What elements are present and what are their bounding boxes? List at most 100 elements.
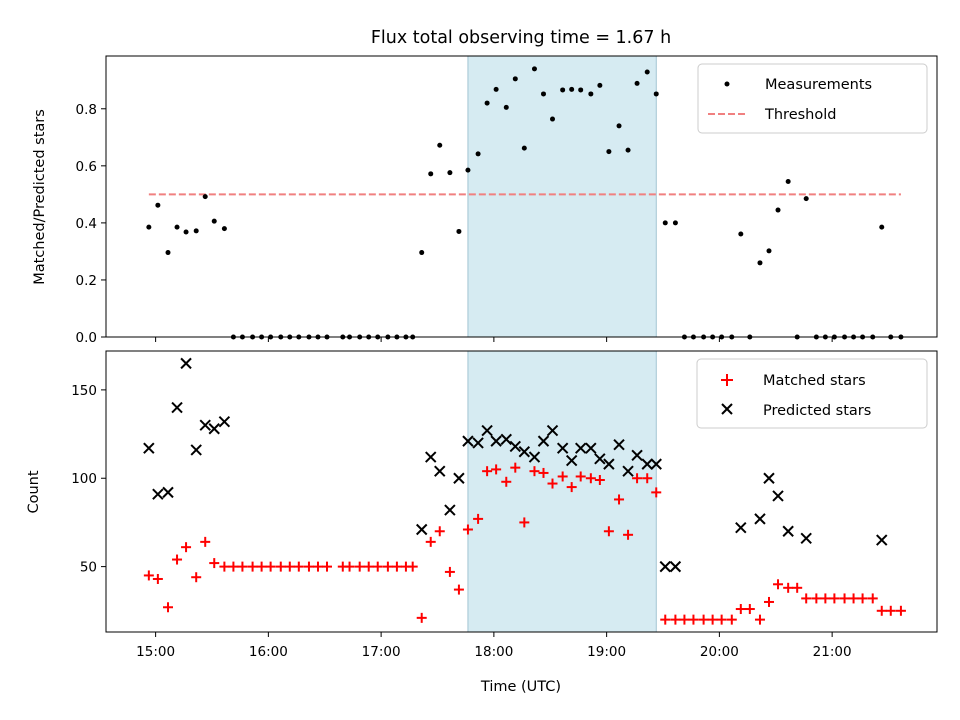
- top-y-axis: 0.0 0.2 0.4 0.6 0.8: [76, 102, 106, 346]
- measurement-point: [588, 91, 594, 97]
- measurement-point: [146, 224, 152, 230]
- matched-star-point: [867, 593, 878, 604]
- top-y-axis-label: Matched/Predicted stars: [32, 109, 48, 285]
- measurement-point: [202, 194, 208, 200]
- measurement-point: [879, 224, 885, 230]
- matched-star-point: [670, 614, 681, 625]
- legend-threshold-label: Threshold: [764, 107, 836, 123]
- measurement-point: [550, 116, 556, 122]
- x-stroke-b: [180, 357, 192, 370]
- x-stroke-b: [143, 442, 155, 454]
- matched-star-point: [660, 614, 671, 625]
- matched-star-point: [707, 614, 718, 625]
- predicted-star-point: [500, 433, 512, 446]
- predicted-star-point: [565, 454, 578, 467]
- predicted-star-point: [490, 435, 502, 447]
- matched-star-point: [848, 593, 859, 604]
- x-stroke-b: [622, 465, 634, 477]
- measurement-point: [512, 76, 518, 82]
- predicted-star-point: [162, 486, 174, 499]
- x-stroke-b: [585, 442, 597, 454]
- matched-star-point: [820, 593, 831, 604]
- x-tick-label: 16:00: [249, 644, 288, 660]
- x-tick-label: 15:00: [136, 644, 175, 660]
- matched-star-point: [651, 487, 662, 498]
- x-stroke-b: [763, 472, 775, 484]
- measurement-point: [493, 86, 499, 92]
- x-stroke-b: [782, 525, 794, 537]
- predicted-star-point: [622, 465, 634, 477]
- matched-star-point: [585, 473, 596, 484]
- matched-star-point: [829, 593, 840, 604]
- predicted-star-point: [754, 513, 766, 525]
- x-stroke-b: [218, 415, 231, 428]
- predicted-star-point: [152, 488, 164, 500]
- measurement-point: [625, 147, 631, 153]
- predicted-star-point: [650, 458, 662, 470]
- matched-star-point: [754, 614, 765, 625]
- matched-star-point: [172, 554, 183, 565]
- matched-star-point: [312, 561, 323, 572]
- matched-star-point: [783, 582, 794, 593]
- x-stroke-b: [603, 458, 615, 470]
- matched-star-point: [575, 471, 586, 482]
- predicted-star-point: [518, 446, 531, 458]
- measurement-point: [803, 196, 809, 202]
- matched-star-point: [547, 478, 558, 489]
- measurement-point: [465, 167, 471, 173]
- predicted-star-point: [171, 401, 183, 414]
- measurement-point: [757, 260, 763, 266]
- predicted-star-point: [772, 490, 784, 502]
- predicted-star-point: [800, 532, 812, 545]
- measurement-point: [183, 229, 189, 235]
- predicted-star-point: [556, 442, 569, 454]
- legend-predicted-marker: [721, 403, 733, 415]
- matched-star-point: [538, 467, 549, 478]
- measurement-point: [634, 80, 640, 86]
- predicted-star-point: [218, 415, 231, 428]
- matched-star-point: [228, 561, 239, 572]
- matched-star-point: [688, 614, 699, 625]
- x-stroke-b: [453, 472, 465, 484]
- predicted-star-point: [180, 357, 192, 370]
- matched-star-point: [372, 561, 383, 572]
- matched-star-point: [603, 526, 614, 537]
- predicted-star-point: [585, 442, 597, 454]
- top-x-ticks: [155, 337, 833, 342]
- matched-star-point: [237, 561, 248, 572]
- predicted-star-point: [669, 560, 682, 573]
- matched-star-point: [219, 561, 230, 572]
- measurement-point: [475, 151, 481, 157]
- matched-star-point: [473, 513, 484, 524]
- matched-star-point: [391, 561, 402, 572]
- x-stroke-b: [162, 486, 174, 499]
- matched-star-point: [566, 482, 577, 493]
- measurement-point: [775, 207, 781, 213]
- x-stroke-b: [800, 532, 812, 545]
- measurement-point: [428, 171, 434, 177]
- matched-star-point: [303, 561, 314, 572]
- x-stroke-b: [565, 454, 578, 467]
- bottom-panel: 50 100 150 15:00 16:00 17:00 18:00 19:00 20:00 2…: [26, 350, 938, 695]
- predicted-star-point: [546, 424, 559, 437]
- matched-star-point: [256, 561, 267, 572]
- measurement-point: [193, 228, 199, 234]
- predicted-star-point: [574, 442, 587, 454]
- x-tick-label: 17:00: [362, 644, 401, 660]
- predicted-star-point: [659, 560, 671, 573]
- matched-star-point: [801, 593, 812, 604]
- matched-star-point: [519, 517, 530, 528]
- x-stroke-b: [199, 419, 211, 431]
- predicted-star-point: [199, 419, 211, 431]
- predicted-star-point: [416, 523, 428, 536]
- measurement-point: [419, 250, 425, 256]
- matched-star-point: [462, 524, 473, 535]
- x-stroke-b: [669, 560, 682, 573]
- matched-star-point: [792, 582, 803, 593]
- x-stroke-b: [444, 504, 456, 516]
- x-stroke-b: [152, 488, 164, 500]
- matched-star-point: [200, 536, 211, 547]
- x-stroke-b: [490, 435, 502, 447]
- matched-star-point: [811, 593, 822, 604]
